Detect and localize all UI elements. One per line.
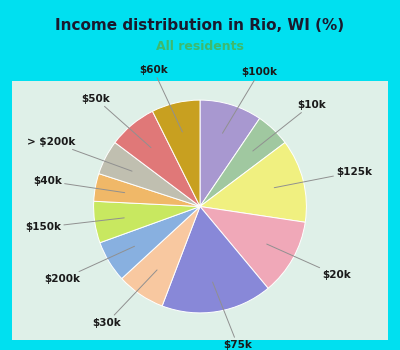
Text: Income distribution in Rio, WI (%): Income distribution in Rio, WI (%) [56,18,344,33]
Wedge shape [200,206,305,288]
Text: $40k: $40k [33,176,125,193]
Text: $10k: $10k [253,100,326,151]
Wedge shape [94,174,200,206]
Text: $125k: $125k [274,167,372,188]
Wedge shape [162,206,268,313]
Wedge shape [200,100,260,206]
Text: $75k: $75k [213,282,252,350]
Wedge shape [99,142,200,206]
Wedge shape [94,201,200,243]
Text: $60k: $60k [139,65,182,132]
Wedge shape [200,118,285,206]
Text: $50k: $50k [81,93,151,148]
Text: $30k: $30k [92,270,157,328]
Text: All residents: All residents [156,40,244,53]
Text: > $200k: > $200k [27,137,132,171]
Text: $150k: $150k [25,218,124,232]
Wedge shape [115,111,200,206]
Wedge shape [152,100,200,206]
Text: $100k: $100k [222,67,277,133]
Text: $200k: $200k [44,246,134,285]
Wedge shape [122,206,200,306]
Wedge shape [100,206,200,279]
Text: $20k: $20k [267,244,351,280]
Wedge shape [200,142,306,222]
FancyBboxPatch shape [12,80,388,340]
